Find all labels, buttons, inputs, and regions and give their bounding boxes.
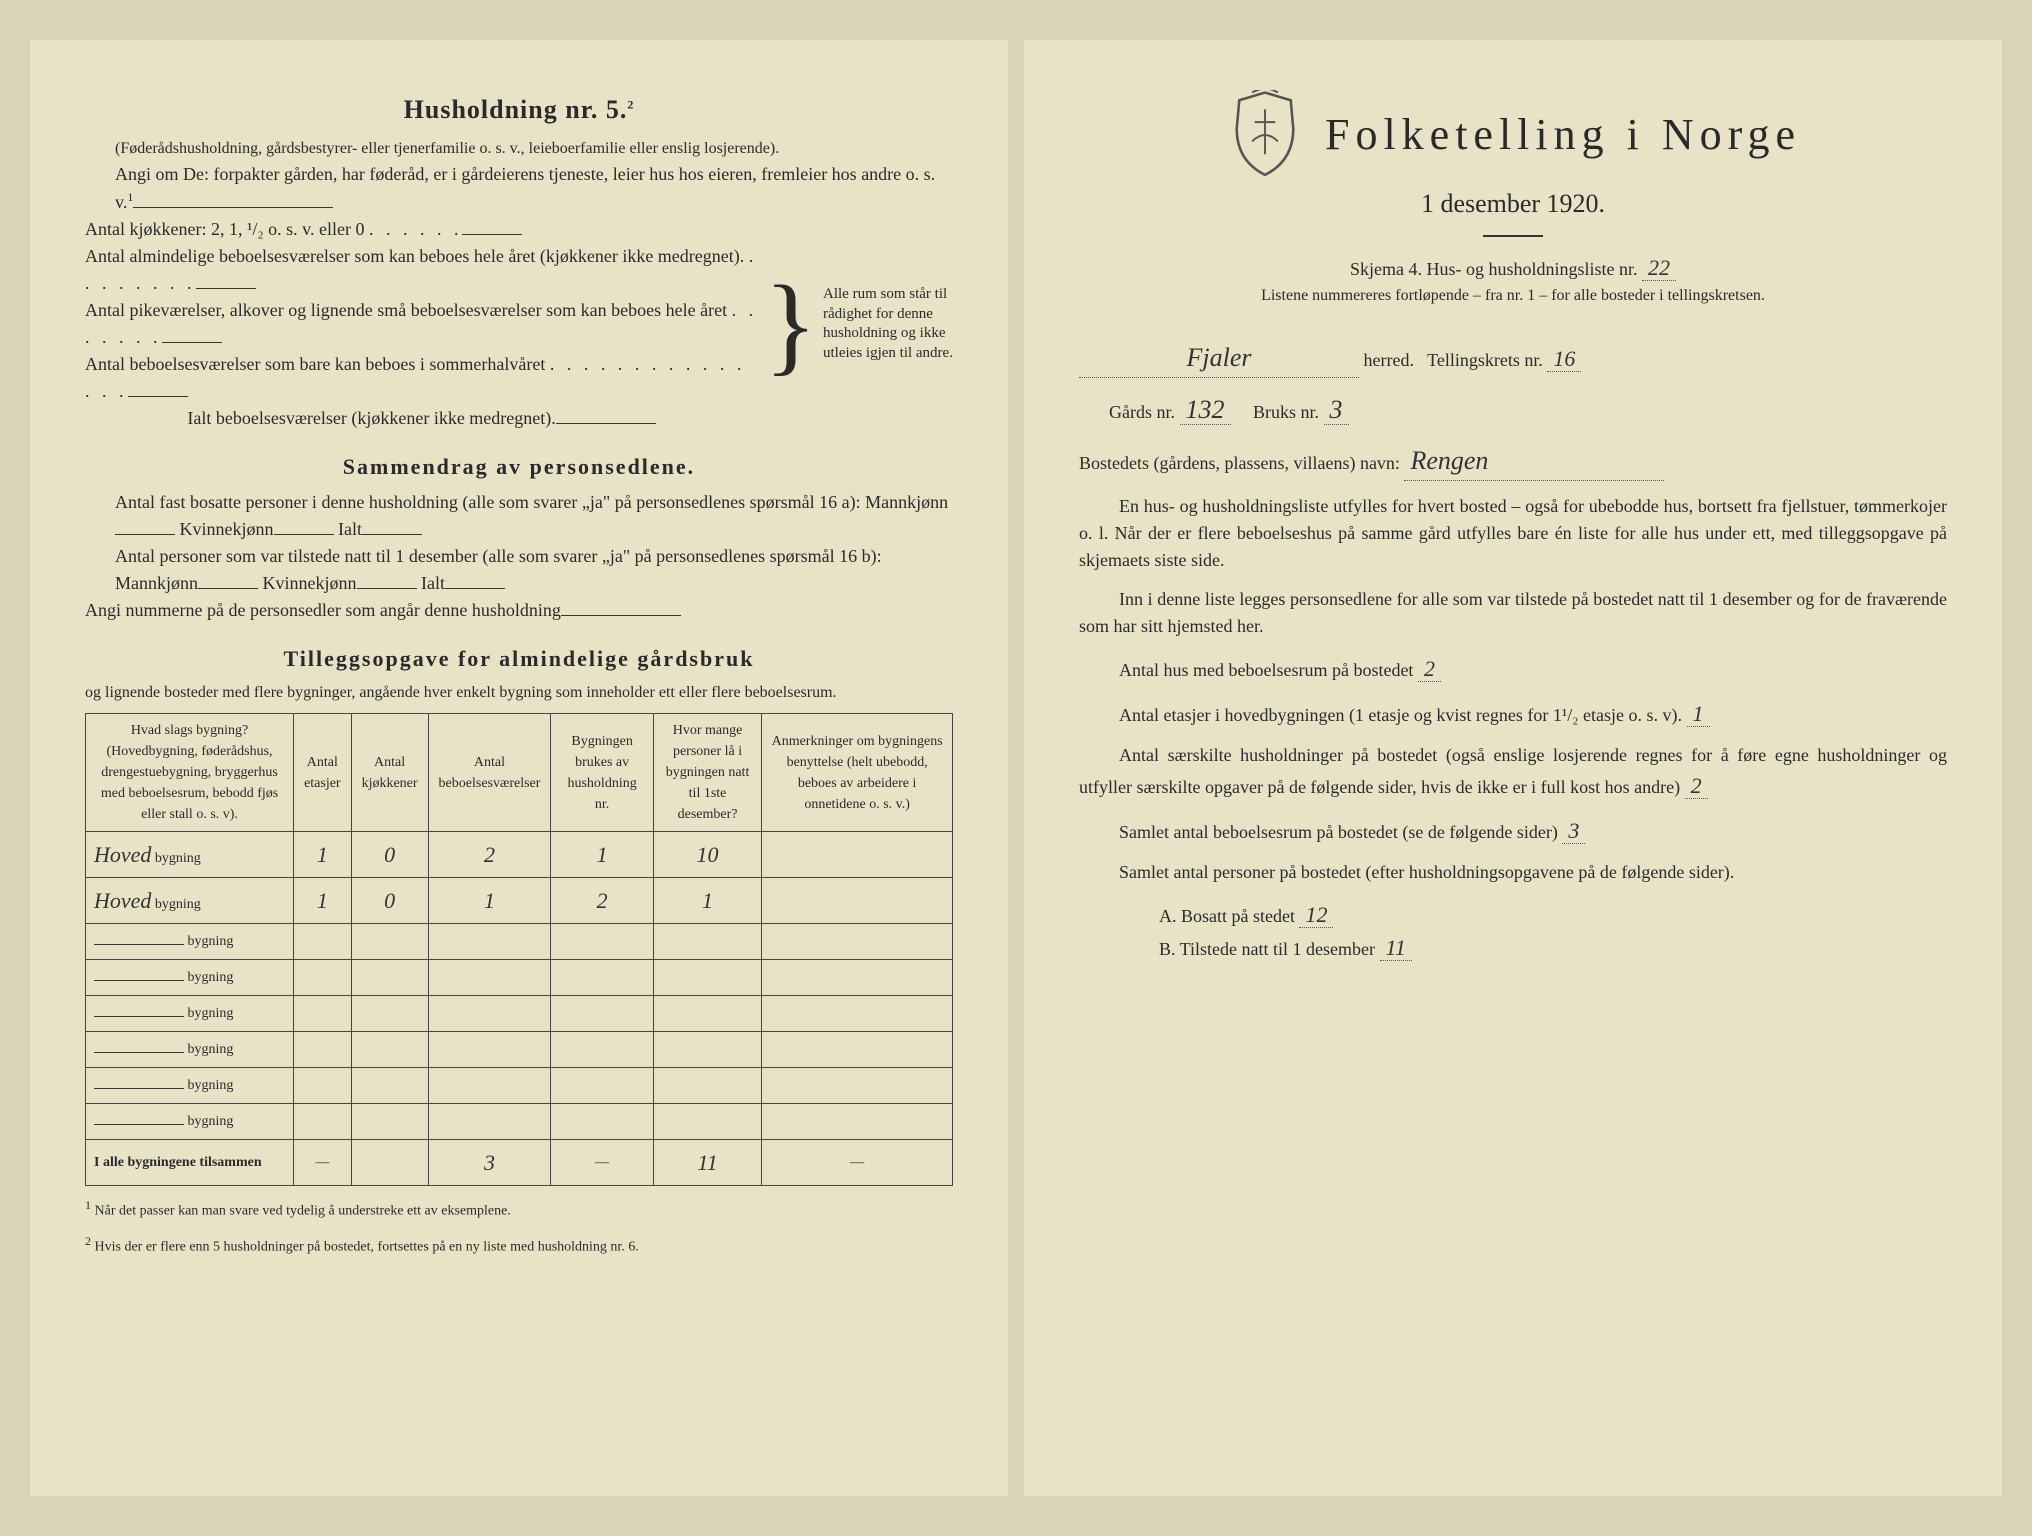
table-row: bygning — [86, 1032, 953, 1068]
total-personer: 11 — [653, 1140, 761, 1186]
qB: B. Tilstede natt til 1 desember 11 — [1159, 931, 1947, 964]
total-beboelse: 3 — [428, 1140, 551, 1186]
para2: Inn i denne liste legges personsedlene f… — [1079, 586, 1947, 640]
brace-text: Alle rum som står til rådighet for denne… — [823, 285, 953, 363]
th-kjokken: Antal kjøkkener — [351, 714, 428, 832]
s2-l2: Antal personer som var tilstede natt til… — [115, 543, 953, 597]
rooms-total: Ialt beboelsesværelser (kjøkkener ikke m… — [187, 408, 555, 428]
husholdning-heading: Husholdning nr. 5.2 — [85, 90, 953, 129]
th-hushold: Bygningen brukes av husholdning nr. — [551, 714, 653, 832]
table-row: bygning — [86, 1104, 953, 1140]
total-kjokken — [351, 1140, 428, 1186]
total-etasjer: — — [294, 1140, 352, 1186]
q3: Antal særskilte husholdninger på bostede… — [1079, 742, 1947, 802]
rooms-block: Antal kjøkkener: 2, 1, ¹/₂ o. s. v. elle… — [85, 216, 953, 432]
th-etasjer: Antal etasjer — [294, 714, 352, 832]
q5: Samlet antal personer på bostedet (efter… — [1079, 859, 1947, 886]
th-beboelse: Antal beboelsesværelser — [428, 714, 551, 832]
gard-row: Gårds nr. 132 Bruks nr. 3 — [1079, 390, 1947, 429]
right-page: Folketelling i Norge 1 desember 1920. Sk… — [1024, 40, 2002, 1496]
s2-l3: Angi nummerne på de personsedler som ang… — [85, 597, 953, 624]
footnote-1: 1 Når det passer kan man svare ved tydel… — [85, 1196, 953, 1222]
bosted-row: Bostedets (gårdens, plassens, villaens) … — [1079, 441, 1947, 481]
brace-icon: } — [758, 269, 823, 379]
kitchens-line: Antal kjøkkener: 2, 1, ¹/₂ o. s. v. elle… — [85, 219, 364, 239]
herred-row: Fjaler herred. Tellingskrets nr. 16 — [1079, 338, 1947, 378]
bygning-table: Hvad slags bygning? (Hovedbygning, føder… — [85, 713, 953, 1186]
q4: Samlet antal beboelsesrum på bostedet (s… — [1079, 814, 1947, 847]
th-personer: Hvor mange personer lå i bygningen natt … — [653, 714, 761, 832]
table-row: bygning — [86, 924, 953, 960]
crest-icon — [1225, 90, 1305, 180]
qA: A. Bosatt på stedet 12 — [1159, 898, 1947, 931]
para1: En hus- og husholdningsliste utfylles fo… — [1079, 493, 1947, 574]
table-row: bygning — [86, 1068, 953, 1104]
total-hushold: — — [551, 1140, 653, 1186]
table-row: bygning — [86, 996, 953, 1032]
divider — [1483, 235, 1543, 237]
table-row: Hoved bygning 10 12 1 — [86, 878, 953, 924]
table-row: bygning — [86, 960, 953, 996]
total-label: I alle bygningene tilsammen — [86, 1140, 294, 1186]
skjema-line: Skjema 4. Hus- og husholdningsliste nr. … — [1079, 251, 1947, 284]
tillegg-heading: Tilleggsopgave for almindelige gårdsbruk — [85, 642, 953, 675]
listene: Listene nummereres fortløpende – fra nr.… — [1079, 284, 1947, 308]
date: 1 desember 1920. — [1079, 184, 1947, 223]
th-bygning: Hvad slags bygning? (Hovedbygning, føder… — [86, 714, 294, 832]
s2-l1: Antal fast bosatte personer i denne hush… — [115, 489, 953, 543]
th-anm: Anmerkninger om bygningens benyttelse (h… — [762, 714, 953, 832]
sub2: Angi om De: forpakter gården, har føderå… — [115, 161, 953, 216]
rooms2: Antal pikeværelser, alkover og lignende … — [85, 300, 727, 320]
main-title: Folketelling i Norge — [1325, 102, 1801, 168]
sub1: (Føderådshusholdning, gårdsbestyrer- ell… — [115, 137, 953, 161]
table-row: Hoved bygning 10 21 10 — [86, 832, 953, 878]
sammendrag-heading: Sammendrag av personsedlene. — [85, 450, 953, 483]
total-anm: — — [762, 1140, 953, 1186]
rooms1: Antal almindelige beboelsesværelser som … — [85, 246, 744, 266]
q1: Antal hus med beboelsesrum på bostedet 2 — [1079, 652, 1947, 685]
s3-sub: og lignende bosteder med flere bygninger… — [85, 681, 953, 705]
left-page: Husholdning nr. 5.2 (Føderådshusholdning… — [30, 40, 1008, 1496]
q2: Antal etasjer i hovedbygningen (1 etasje… — [1079, 697, 1947, 730]
footnote-2: 2 Hvis der er flere enn 5 husholdninger … — [85, 1232, 953, 1258]
rooms3: Antal beboelsesværelser som bare kan beb… — [85, 354, 545, 374]
